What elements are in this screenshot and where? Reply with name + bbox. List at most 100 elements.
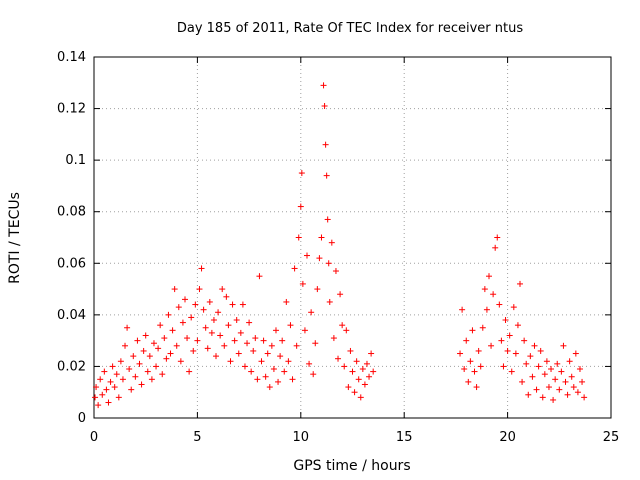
data-point [161,335,168,342]
data-point [492,244,499,251]
data-point [237,329,244,336]
y-tick-label: 0.14 [57,50,86,65]
data-point [146,353,153,360]
data-point [167,350,174,357]
data-point [556,386,563,393]
data-point [496,301,503,308]
data-point [483,306,490,313]
data-point [115,394,122,401]
data-point [461,366,468,373]
data-point [165,311,172,318]
data-point [181,296,188,303]
data-point [217,332,224,339]
data-point [289,376,296,383]
data-point [244,340,251,347]
data-point [171,286,178,293]
data-point [204,345,211,352]
data-point [101,368,108,375]
data-point [200,306,207,313]
data-point [562,378,569,385]
data-point [124,324,131,331]
data-point [109,363,116,370]
data-point [308,309,315,316]
data-point [494,234,501,241]
data-point [128,386,135,393]
data-point [281,368,288,375]
x-axis-label: GPS time / hours [293,458,410,474]
data-point [506,332,513,339]
data-point [574,389,581,396]
data-point [270,366,277,373]
data-point [330,335,337,342]
data-point [231,337,238,344]
data-point [560,342,567,349]
data-point [347,347,354,354]
data-point [126,366,133,373]
data-point [558,368,565,375]
data-point [130,353,137,360]
data-point [332,268,339,275]
data-point [188,314,195,321]
data-point [517,280,524,287]
data-point [335,355,342,362]
data-point [202,324,209,331]
data-point [541,371,548,378]
data-point [353,358,360,365]
data-point [339,322,346,329]
data-point [531,342,538,349]
data-point [306,360,313,367]
data-point [343,327,350,334]
data-point [272,327,279,334]
data-point [543,358,550,365]
data-point [136,360,143,367]
data-point [349,368,356,375]
data-point [215,309,222,316]
data-point [113,371,120,378]
data-point [512,350,519,357]
data-point [363,360,370,367]
data-point [192,301,199,308]
data-point [299,280,306,287]
data-point [510,304,517,311]
data-point [246,319,253,326]
y-axis: 0 0.02 0.04 0.06 0.08 0.1 0.12 0.14 [57,50,611,426]
data-point [235,350,242,357]
data-point [179,319,186,326]
data-point [366,373,373,380]
data-point [318,234,325,241]
data-point [206,298,213,305]
y-tick-label: 0 [78,411,86,426]
data-point [490,291,497,298]
data-point [99,391,106,398]
data-point [297,203,304,210]
x-axis: 0 5 10 15 20 25 [90,57,619,445]
data-point [223,293,230,300]
data-point [498,337,505,344]
data-point [523,360,530,367]
data-point [142,332,149,339]
data-point [250,347,257,354]
data-point [463,337,470,344]
data-point [320,82,327,89]
data-point [545,384,552,391]
data-point [254,376,261,383]
data-point [105,399,112,406]
data-point [175,304,182,311]
data-point [301,327,308,334]
data-point [266,384,273,391]
data-point [473,384,480,391]
data-point [326,298,333,305]
data-point [485,273,492,280]
data-point [321,102,328,109]
data-point [233,317,240,324]
data-point [132,373,139,380]
data-point [97,376,104,383]
data-point [239,301,246,308]
y-tick-label: 0.1 [65,153,86,168]
y-tick-label: 0.04 [57,308,86,323]
data-point [219,286,226,293]
data-point [277,353,284,360]
data-point [194,337,201,344]
data-point [314,286,321,293]
x-tick-label: 25 [603,430,620,445]
